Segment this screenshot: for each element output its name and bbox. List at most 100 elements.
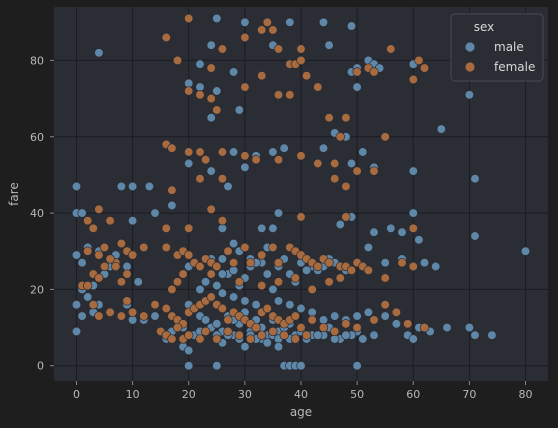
data-point-female [212,261,222,272]
data-point-female [408,74,418,85]
data-point-male [240,296,250,306]
data-point-male [127,181,138,192]
data-point-female [111,261,121,272]
data-point-male [212,319,222,329]
data-point-female [127,307,138,317]
data-point-male [184,361,194,371]
data-point-female [352,166,362,176]
data-point-female [313,261,323,272]
x-tick-label: 40 [294,388,308,401]
data-point-male [240,162,250,172]
data-point-female [330,158,340,169]
data-point-male [520,246,531,256]
data-point-male [127,216,138,226]
data-point-female [380,132,390,142]
data-point-female [257,71,267,81]
data-point-male [223,181,233,192]
data-point-female [279,330,289,340]
data-point-male [71,250,82,260]
data-point-female [285,90,295,100]
data-point-male [206,113,216,123]
data-point-female [369,166,379,176]
data-point-female [184,13,194,24]
data-point-male [369,330,379,340]
data-point-male [285,17,295,27]
data-point-male [273,342,284,352]
data-point-male [94,48,104,58]
data-point-female [296,151,306,161]
data-point-male [150,208,160,218]
data-point-male [150,311,160,321]
data-point-female [240,32,250,43]
data-point-female [324,277,334,287]
data-point-male [212,13,222,24]
data-point-male [352,311,362,321]
data-point-male [487,330,497,340]
data-point-female [161,303,171,314]
data-point-male [346,158,357,169]
data-point-male [217,288,228,298]
data-point-male [71,326,82,337]
data-point-female [223,315,233,325]
data-point-female [195,174,205,184]
data-point-female [363,265,374,275]
data-point-female [335,132,345,142]
data-point-male [346,21,357,31]
data-point-male [251,300,261,310]
data-point-female [341,181,351,192]
data-point-female [217,216,228,226]
data-point-female [127,250,138,260]
data-point-male [363,307,374,317]
data-point-male [324,40,334,50]
data-point-male [363,242,374,253]
data-point-female [273,44,284,54]
data-point-female [313,158,323,169]
data-point-female [105,216,115,226]
data-point-male [83,292,93,302]
data-point-male [257,223,267,233]
data-point-male [419,258,430,268]
data-point-male [408,166,418,176]
data-point-female [257,280,267,291]
data-point-female [195,90,205,100]
data-point-female [307,315,317,325]
data-point-male [464,322,475,333]
data-point-female [301,71,312,81]
data-point-male [273,296,284,306]
data-point-female [184,223,194,233]
data-point-male [184,345,194,356]
data-point-female [150,300,160,310]
data-point-female [273,277,284,287]
data-point-male [380,311,390,321]
data-point-female [212,105,222,115]
x-tick-label: 10 [126,388,140,401]
data-point-female [122,269,132,279]
data-point-male [184,78,194,88]
data-point-male [464,90,475,100]
data-point-female [408,261,418,272]
data-point-male [167,200,177,211]
data-point-female [161,242,171,253]
data-point-female [217,147,228,157]
data-point-male [200,315,211,325]
data-point-female [116,238,127,249]
data-point-male [206,166,216,176]
data-point-female [324,113,334,123]
data-point-male [442,322,452,333]
data-point-female [419,63,430,73]
x-axis-ticks: 0 10 20 30 40 50 60 70 80 [73,381,533,401]
legend-marker-female [464,61,476,73]
data-point-female [200,155,211,165]
data-point-male [313,330,323,340]
data-point-male [77,208,87,218]
data-point-female [83,246,93,256]
data-point-male [408,334,418,344]
data-point-female [139,311,149,321]
data-point-female [223,246,233,256]
data-point-male [279,143,289,153]
data-point-male [391,319,402,329]
data-point-male [71,181,82,192]
data-point-male [296,303,306,314]
data-point-male [228,147,239,157]
